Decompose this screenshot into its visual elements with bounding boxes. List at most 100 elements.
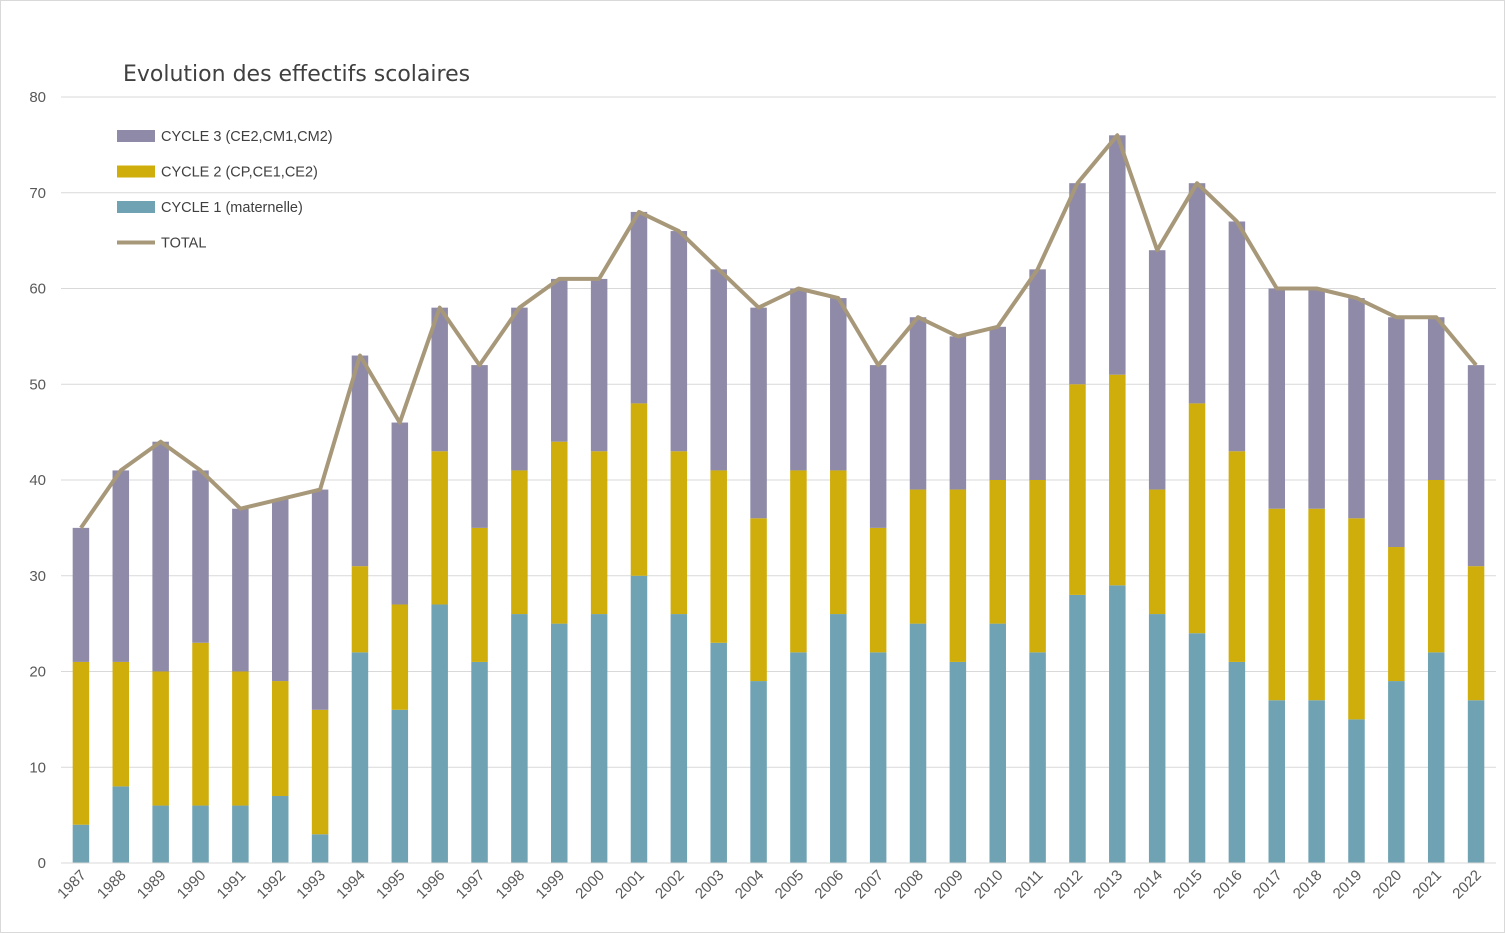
bar-segment-2018-s1 [1308,508,1325,701]
x-tick-label: 1998 [493,867,529,903]
bar-segment-2008-s1 [909,489,927,624]
bar-segment-2014-s2 [1148,250,1166,490]
bar-segment-2019-s1 [1348,518,1365,720]
bar-segment-2008-s0 [909,623,927,863]
bar-segment-2013-s2 [1109,135,1126,375]
bar-segment-2010-s1 [989,480,1006,624]
bar-segment-2020-s0 [1388,681,1405,863]
x-tick-label: 2005 [772,867,808,903]
bar-segment-2021-s0 [1427,652,1445,863]
bar-segment-2013-s1 [1109,374,1126,586]
bar-segment-1990-s0 [192,805,209,863]
x-tick-label: 2021 [1409,867,1445,903]
bar-segment-2010-s2 [989,326,1006,480]
legend-swatch [117,130,155,142]
x-tick-label: 2002 [652,867,688,903]
bar-segment-1994-s2 [351,355,369,567]
bar-segment-2011-s0 [1029,652,1046,863]
x-tick-label: 2008 [891,867,927,903]
x-tick-label: 1992 [253,867,289,903]
bar-segment-2022-s0 [1467,700,1485,863]
x-tick-label: 1990 [174,867,210,903]
bar-segment-1992-s2 [271,499,289,682]
bar-segment-1996-s1 [431,451,448,605]
bar-segment-2003-s2 [710,269,727,471]
legend-swatch [117,201,155,213]
bar-segment-2012-s2 [1069,183,1086,385]
bar-segment-2020-s1 [1388,547,1405,682]
x-tick-label: 2010 [971,867,1007,903]
bar-segment-2012-s0 [1069,594,1086,863]
x-tick-label: 1997 [453,867,489,903]
x-tick-label: 1989 [134,867,170,903]
bar-segment-1993-s2 [311,489,329,710]
bar-segment-1993-s1 [311,709,329,835]
x-tick-label: 1988 [94,867,130,903]
y-tick-label: 20 [29,664,46,681]
x-axis-ticks: 1987 1988 1989 1990 1991 1992 1993 1994 1995 1996… [54,867,1485,903]
x-tick-label: 2018 [1290,867,1326,903]
legend-label: TOTAL [161,236,206,252]
legend-label: CYCLE 2 (CP,CE1,CE2) [161,165,318,181]
x-tick-label: 1987 [54,867,90,903]
bar-segment-2015-s1 [1188,403,1206,634]
bar-segment-2017-s2 [1268,288,1286,509]
bar-segment-2019-s0 [1348,719,1365,863]
bar-segment-2009-s1 [949,489,967,662]
bar-segment-2022-s2 [1467,365,1485,567]
bar-segment-2015-s0 [1188,633,1206,863]
bar-segment-1992-s1 [271,681,289,796]
y-tick-label: 0 [38,855,46,872]
bar-segment-1993-s0 [311,834,329,863]
x-tick-label: 2006 [811,867,847,903]
bar-segment-1987-s0 [72,824,90,863]
y-tick-label: 10 [29,759,46,776]
x-tick-label: 1995 [373,867,409,903]
x-tick-label: 2011 [1012,867,1047,902]
x-tick-label: 2001 [612,867,648,903]
bar-segment-1995-s0 [391,709,409,863]
x-tick-label: 2009 [931,867,967,903]
bar-segment-2021-s2 [1427,317,1445,480]
bar-segment-1987-s2 [72,527,90,662]
bar-segment-2004-s0 [750,681,767,863]
bar-segment-2019-s2 [1348,298,1365,519]
bar-segment-1991-s2 [232,508,249,672]
x-tick-label: 2016 [1210,867,1246,903]
bar-segment-2007-s2 [869,365,887,528]
bar-segment-2011-s2 [1029,269,1046,480]
x-tick-label: 2017 [1250,867,1286,903]
bar-segment-2016-s0 [1228,661,1246,863]
bar-segment-2007-s1 [869,527,887,653]
bar-segment-2015-s2 [1188,183,1206,404]
bar-segment-1989-s1 [152,671,169,806]
bar-segment-1997-s2 [471,365,488,528]
x-tick-label: 2007 [851,867,887,903]
bar-segment-2014-s0 [1148,614,1166,863]
bar-segment-2013-s0 [1109,585,1126,863]
bar-segment-2002-s1 [670,451,688,615]
bar-segment-2010-s0 [989,623,1006,863]
bar-segment-2014-s1 [1148,489,1166,615]
x-tick-label: 2019 [1330,867,1366,903]
bar-segment-2018-s0 [1308,700,1325,863]
bar-segment-1988-s1 [112,661,130,787]
bar-segment-1995-s2 [391,422,409,605]
x-tick-label: 1993 [293,867,329,903]
x-tick-label: 1999 [532,867,568,903]
legend-label: CYCLE 3 (CE2,CM1,CM2) [161,129,333,145]
bar-segment-2007-s0 [869,652,887,863]
x-tick-label: 2004 [732,867,768,903]
y-tick-label: 50 [29,376,46,393]
bar-segment-2006-s2 [830,298,847,471]
y-tick-label: 40 [29,472,46,489]
total-line [79,133,1478,530]
bar-segment-2000-s2 [590,278,608,452]
bar-segment-2017-s1 [1268,508,1286,701]
bar-segment-1996-s2 [431,307,448,452]
bars [72,135,1485,863]
x-tick-label: 2014 [1130,867,1166,903]
bar-segment-2006-s1 [830,470,847,615]
legend-label: CYCLE 1 (maternelle) [161,200,303,216]
